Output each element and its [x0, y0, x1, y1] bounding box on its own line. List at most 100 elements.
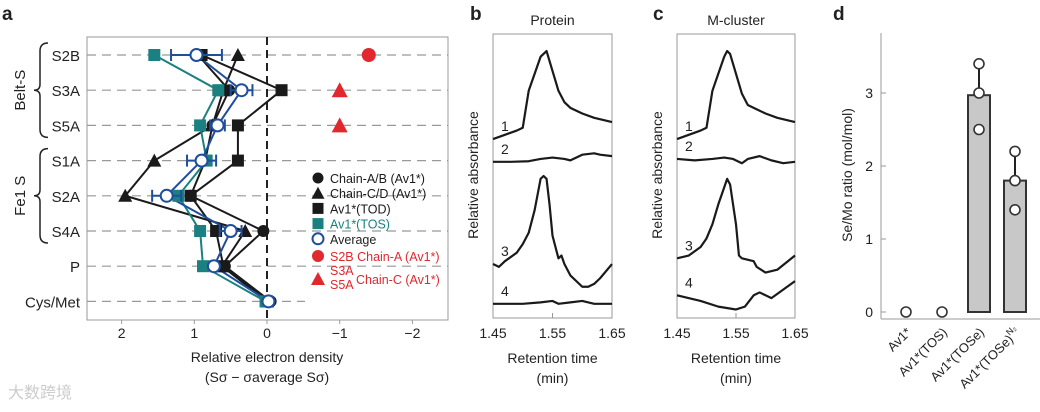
x-axis-label-2: (min) — [720, 370, 752, 386]
y-axis-label: Se/Mo ratio (mol/mol) — [839, 108, 855, 242]
data-point — [159, 188, 174, 203]
y-tick-label: 1 — [865, 231, 873, 247]
data-point — [189, 48, 204, 62]
trace-line — [493, 152, 613, 163]
data-point — [118, 188, 133, 202]
trace-line — [676, 49, 796, 141]
data-point — [973, 87, 985, 99]
group-label: Fe1 S — [12, 176, 29, 216]
x-tick-label: −1 — [332, 325, 348, 341]
legend-marker — [312, 202, 324, 214]
legend-label: S2B Chain-A (Av1*) — [330, 250, 440, 264]
x-tick-label: 2 — [118, 325, 126, 341]
data-point — [275, 84, 288, 97]
panel-title: M-cluster — [707, 12, 765, 28]
y-tick-label: 2 — [865, 158, 873, 174]
data-point — [223, 224, 238, 238]
legend-sublabel: S5A — [330, 278, 354, 292]
x-tick-label: 1.65 — [781, 325, 808, 341]
trace-line — [492, 49, 613, 141]
legend-label: Chain-C/D (Av1*) — [330, 187, 426, 201]
x-tick-label: 1.45 — [663, 325, 690, 341]
legend-label: Av1*(TOS) — [330, 218, 390, 232]
legend-marker — [311, 272, 325, 285]
data-point — [261, 294, 276, 309]
data-point — [194, 225, 207, 237]
panel-label-b: b — [470, 4, 482, 25]
x-tick-label: 1.55 — [722, 325, 749, 341]
legend-label: Average — [330, 233, 376, 247]
panel-label-a: a — [2, 4, 13, 25]
data-point — [900, 306, 912, 318]
trace-line — [676, 155, 796, 165]
trace-label: 3 — [501, 243, 509, 259]
data-point — [210, 118, 225, 133]
data-point — [217, 260, 230, 273]
y-axis-label: Relative absorbance — [649, 111, 665, 239]
data-point — [212, 84, 225, 97]
panel-label-c: c — [653, 4, 664, 25]
y-tick-label: 0 — [865, 304, 873, 320]
x-axis-label: Retention time — [691, 350, 781, 366]
trace-label: 4 — [501, 283, 509, 299]
x-axis-label: Retention time — [507, 350, 597, 366]
x-tick-label: 1.65 — [598, 325, 625, 341]
legend-marker — [311, 186, 325, 199]
data-point — [973, 57, 985, 70]
legend-label: Chain-C (Av1*) — [356, 273, 440, 287]
x-tick-label: Av1* — [884, 325, 914, 355]
data-point — [147, 153, 162, 167]
data-point — [1009, 145, 1021, 158]
y-tick-label: S4A — [52, 224, 80, 241]
y-tick-label: Cys/Met — [25, 294, 81, 311]
legend-label: Chain-A/B (Av1*) — [330, 172, 425, 186]
x-tick-superscript: N₂ — [1004, 323, 1018, 337]
x-tick-label: 1.45 — [479, 325, 506, 341]
data-point — [230, 48, 245, 61]
trace-line — [493, 299, 612, 305]
trace-label: 3 — [685, 237, 693, 253]
y-tick-label: S5A — [52, 118, 80, 135]
data-point — [197, 260, 210, 273]
data-point — [194, 153, 209, 168]
x-axis-label-2: (Sσ − σaverage Sσ) — [205, 369, 329, 385]
legend-marker — [312, 250, 324, 262]
legend-marker — [312, 218, 324, 230]
data-point — [234, 83, 249, 98]
data-point — [1009, 174, 1021, 187]
y-tick-label: S1A — [52, 154, 80, 171]
legend-marker — [312, 172, 324, 184]
data-point — [194, 119, 207, 132]
trace-label: 4 — [685, 274, 693, 290]
legend-label: Av1*(TOD) — [330, 202, 391, 216]
data-point — [184, 189, 197, 202]
trace-label: 2 — [685, 138, 693, 154]
y-tick-label: S3A — [52, 83, 80, 100]
group-brace — [33, 147, 49, 244]
trace-label: 2 — [501, 141, 509, 157]
bar — [1003, 179, 1027, 313]
y-tick-label: P — [70, 259, 80, 276]
data-point — [936, 306, 948, 318]
group-brace — [33, 42, 49, 139]
x-axis-label-2: (min) — [537, 370, 569, 386]
highlight-point — [331, 82, 348, 98]
group-label: Belt-S — [12, 70, 29, 111]
y-tick-label: S2A — [52, 189, 80, 206]
panel-label-d: d — [833, 4, 845, 25]
legend-marker — [311, 232, 325, 246]
trace-label: 1 — [685, 118, 693, 134]
x-axis-label: Relative electron density — [191, 349, 344, 365]
x-tick-label: 1.55 — [539, 325, 566, 341]
trace-line — [492, 174, 613, 288]
y-tick-label: 3 — [865, 85, 873, 101]
x-tick-label: −2 — [404, 325, 420, 341]
legend-sublabel: S3A — [330, 264, 354, 278]
x-tick-label: 0 — [263, 325, 271, 341]
data-point — [1009, 204, 1021, 216]
